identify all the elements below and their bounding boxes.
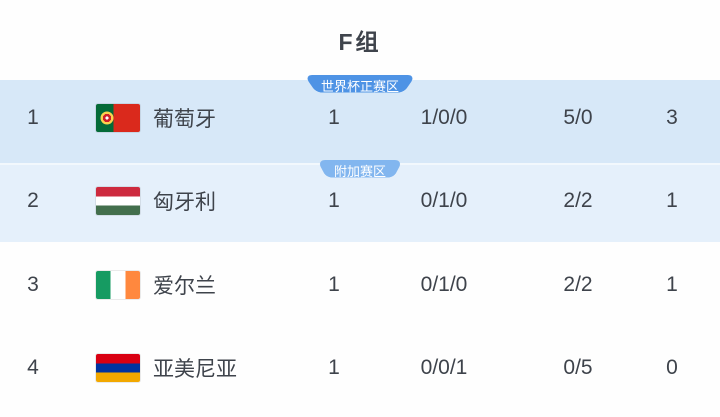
- rank-cell: 3: [27, 273, 39, 296]
- team-cell: 葡萄牙: [66, 103, 312, 133]
- points-cell: 1: [666, 188, 678, 212]
- team-flag-icon: [96, 354, 140, 382]
- table-row[interactable]: 世界杯正赛区 1 葡萄牙 1 1/0/0 5/0 3: [0, 75, 720, 163]
- zone-badge: 世界杯正赛区: [303, 75, 417, 98]
- table-row[interactable]: 3 爱尔兰 1 0/1/0 2/2 1: [0, 242, 720, 328]
- zone-badge: 附加赛区: [316, 160, 404, 183]
- zone-badge-label: 附加赛区: [333, 164, 387, 179]
- team-cell: 匈牙利: [66, 186, 312, 216]
- group-title: F组: [338, 29, 382, 55]
- team-cell: 亚美尼亚: [66, 353, 312, 383]
- rank-cell: 1: [27, 105, 39, 129]
- team-flag-icon: [96, 103, 140, 132]
- table-row[interactable]: 4 亚美尼亚 1 0/0/1 0/5 0: [0, 328, 720, 414]
- team-name: 亚美尼亚: [153, 358, 237, 381]
- team-name: 爱尔兰: [153, 275, 216, 298]
- played-cell: 1: [328, 273, 340, 296]
- played-cell: 1: [328, 105, 340, 129]
- rank-cell: 2: [27, 188, 39, 212]
- win-draw-loss-cell: 1/0/0: [420, 105, 468, 129]
- group-table: 世界杯正赛区 1 葡萄牙 1 1/0/0 5/0 3 附加赛区 2 匈牙利 1 …: [0, 75, 720, 414]
- team-name: 匈牙利: [153, 190, 216, 214]
- team-flag-icon: [96, 271, 140, 299]
- goals-for-against-cell: 5/0: [563, 105, 593, 129]
- played-cell: 1: [328, 188, 340, 212]
- points-cell: 0: [666, 356, 678, 379]
- win-draw-loss-cell: 0/1/0: [420, 188, 468, 212]
- win-draw-loss-cell: 0/1/0: [420, 273, 468, 296]
- team-flag-icon: [96, 186, 140, 215]
- goals-for-against-cell: 2/2: [563, 273, 593, 296]
- group-header: F组: [0, 0, 720, 80]
- zone-badge-label: 世界杯正赛区: [320, 79, 400, 94]
- win-draw-loss-cell: 0/0/1: [420, 356, 468, 379]
- points-cell: 1: [666, 273, 678, 296]
- points-cell: 3: [666, 105, 678, 129]
- played-cell: 1: [328, 356, 340, 379]
- rank-cell: 4: [27, 356, 39, 379]
- team-cell: 爱尔兰: [66, 270, 312, 300]
- table-row[interactable]: 附加赛区 2 匈牙利 1 0/1/0 2/2 1: [0, 160, 720, 242]
- team-name: 葡萄牙: [153, 107, 216, 131]
- goals-for-against-cell: 0/5: [563, 356, 593, 379]
- goals-for-against-cell: 2/2: [563, 188, 593, 212]
